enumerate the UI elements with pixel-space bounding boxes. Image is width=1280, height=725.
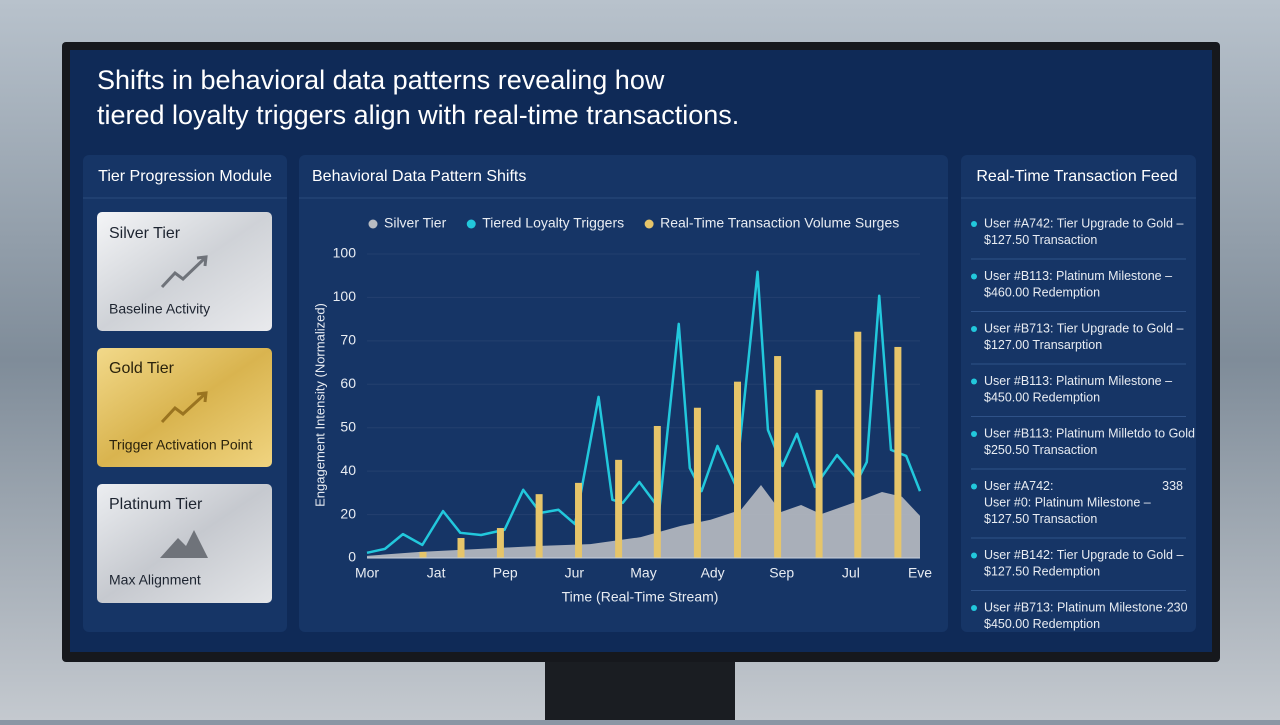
tier-caption: Max Alignment [109, 572, 201, 588]
bar [575, 482, 583, 558]
tier-caption: Trigger Activation Point [109, 437, 253, 453]
bar [653, 425, 661, 558]
trend-icon [160, 391, 208, 424]
bar [894, 346, 902, 558]
tier-card[interactable] [97, 484, 272, 603]
bar [815, 389, 823, 558]
x-axis-label: Time (Real-Time Stream) [562, 589, 719, 605]
chart-title: Behavioral Data Pattern Shifts [312, 168, 526, 185]
status-dot [971, 605, 977, 611]
mountain-icon [160, 530, 208, 558]
status-dot [971, 378, 977, 385]
x-tick-label: Jat [427, 565, 446, 581]
x-tick-label: Jul [842, 565, 860, 581]
x-tick-label: May [630, 565, 656, 581]
tier-card[interactable] [97, 212, 272, 331]
status-dot [971, 221, 977, 227]
status-dot [971, 483, 977, 490]
feed-panel [961, 155, 1196, 632]
trigger-line [366, 270, 922, 555]
feed-line: $127.50 Transaction [984, 233, 1097, 247]
legend-label: Tiered Loyalty Triggers [482, 215, 624, 231]
feed-line: User #A742: Tier Upgrade to Gold – [984, 216, 1183, 230]
feed-line: $127.50 Redemption [984, 564, 1100, 578]
feed-line: User #B113: Platinum Milestone – [984, 269, 1172, 283]
status-dot [971, 552, 977, 559]
y-tick-label: 20 [340, 505, 356, 521]
x-tick-label: Sep [769, 565, 794, 581]
feed-line: User #B142: Tier Upgrade to Gold – [984, 548, 1183, 562]
feed-list: User #A742: Tier Upgrade to Gold – $127.5… [971, 216, 1195, 631]
bar [457, 538, 465, 558]
silver-area [367, 485, 920, 558]
bar [535, 494, 543, 558]
legend-swatch [368, 219, 378, 229]
tier-caption: Baseline Activity [109, 301, 210, 317]
x-tick-label: Eve [908, 565, 932, 581]
tier-name: Platinum Tier [109, 496, 203, 513]
feed-line: User #A742: [984, 479, 1053, 493]
legend-label: Real-Time Transaction Volume Surges [660, 215, 899, 231]
y-axis-label: Engagement Intensity (Normalized) [312, 303, 327, 507]
y-tick-label: 40 [340, 462, 356, 478]
x-tick-label: Mor [355, 565, 379, 581]
feed-line: $450.00 Redemption [984, 617, 1100, 631]
status-dot [971, 431, 977, 437]
tier-name: Gold Tier [109, 360, 175, 377]
headline: Shifts in behavioral data patterns revea… [97, 65, 665, 95]
trend-icon [160, 255, 208, 289]
feed-side: 338 [1162, 479, 1183, 493]
y-tick-label: 0 [348, 549, 356, 565]
bar [615, 459, 623, 558]
tier-card[interactable] [97, 348, 272, 467]
monitor-stand [545, 662, 735, 720]
legend-swatch [466, 219, 476, 229]
feed-line: $460.00 Redemption [984, 285, 1100, 299]
status-dot [971, 326, 977, 332]
feed-line: $450.00 Redemption [984, 390, 1100, 404]
bar [496, 528, 504, 558]
status-dot [971, 273, 977, 280]
bar [734, 381, 742, 558]
feed-line: $127.50 Transaction [984, 512, 1097, 526]
bar [854, 331, 862, 558]
x-tick-label: Jur [565, 565, 585, 581]
y-tick-label: 50 [340, 418, 356, 434]
feed-line: User #B713: Tier Upgrade to Gold – [984, 321, 1183, 335]
y-tick-label: 60 [340, 375, 356, 391]
bar [774, 356, 782, 558]
feed-line: User #B113: Platinum Milestone – [984, 374, 1172, 388]
feed-line: User #B713: Platinum Milestone·230 [984, 600, 1188, 614]
legend-label: Silver Tier [384, 215, 447, 231]
plot: 0 20 40 50 60 70 100 100 Mor Jat Pep Jur May Ady Sep Ju… [333, 215, 933, 581]
headline: tiered loyalty triggers align with real-… [97, 100, 739, 130]
feed-line: $127.00 Transarption [984, 338, 1102, 352]
feed-line: User #B113: Platinum Milletdo to Gold [984, 426, 1195, 440]
y-tick-label: 100 [333, 245, 357, 261]
bar [693, 407, 701, 558]
bar [419, 551, 427, 558]
panel-title: Tier Progression Module [98, 168, 272, 185]
y-tick-label: 100 [333, 288, 357, 304]
y-tick-label: 70 [340, 332, 356, 348]
feed-line: $250.50 Transaction [984, 443, 1097, 457]
tier-name: Silver Tier [109, 225, 181, 242]
x-tick-label: Ady [701, 565, 725, 581]
legend-swatch [644, 219, 654, 229]
feed-line: User #0: Platinum Milestone – [984, 495, 1151, 509]
x-tick-label: Pep [493, 565, 518, 581]
panel-title: Real-Time Transaction Feed [976, 168, 1177, 185]
